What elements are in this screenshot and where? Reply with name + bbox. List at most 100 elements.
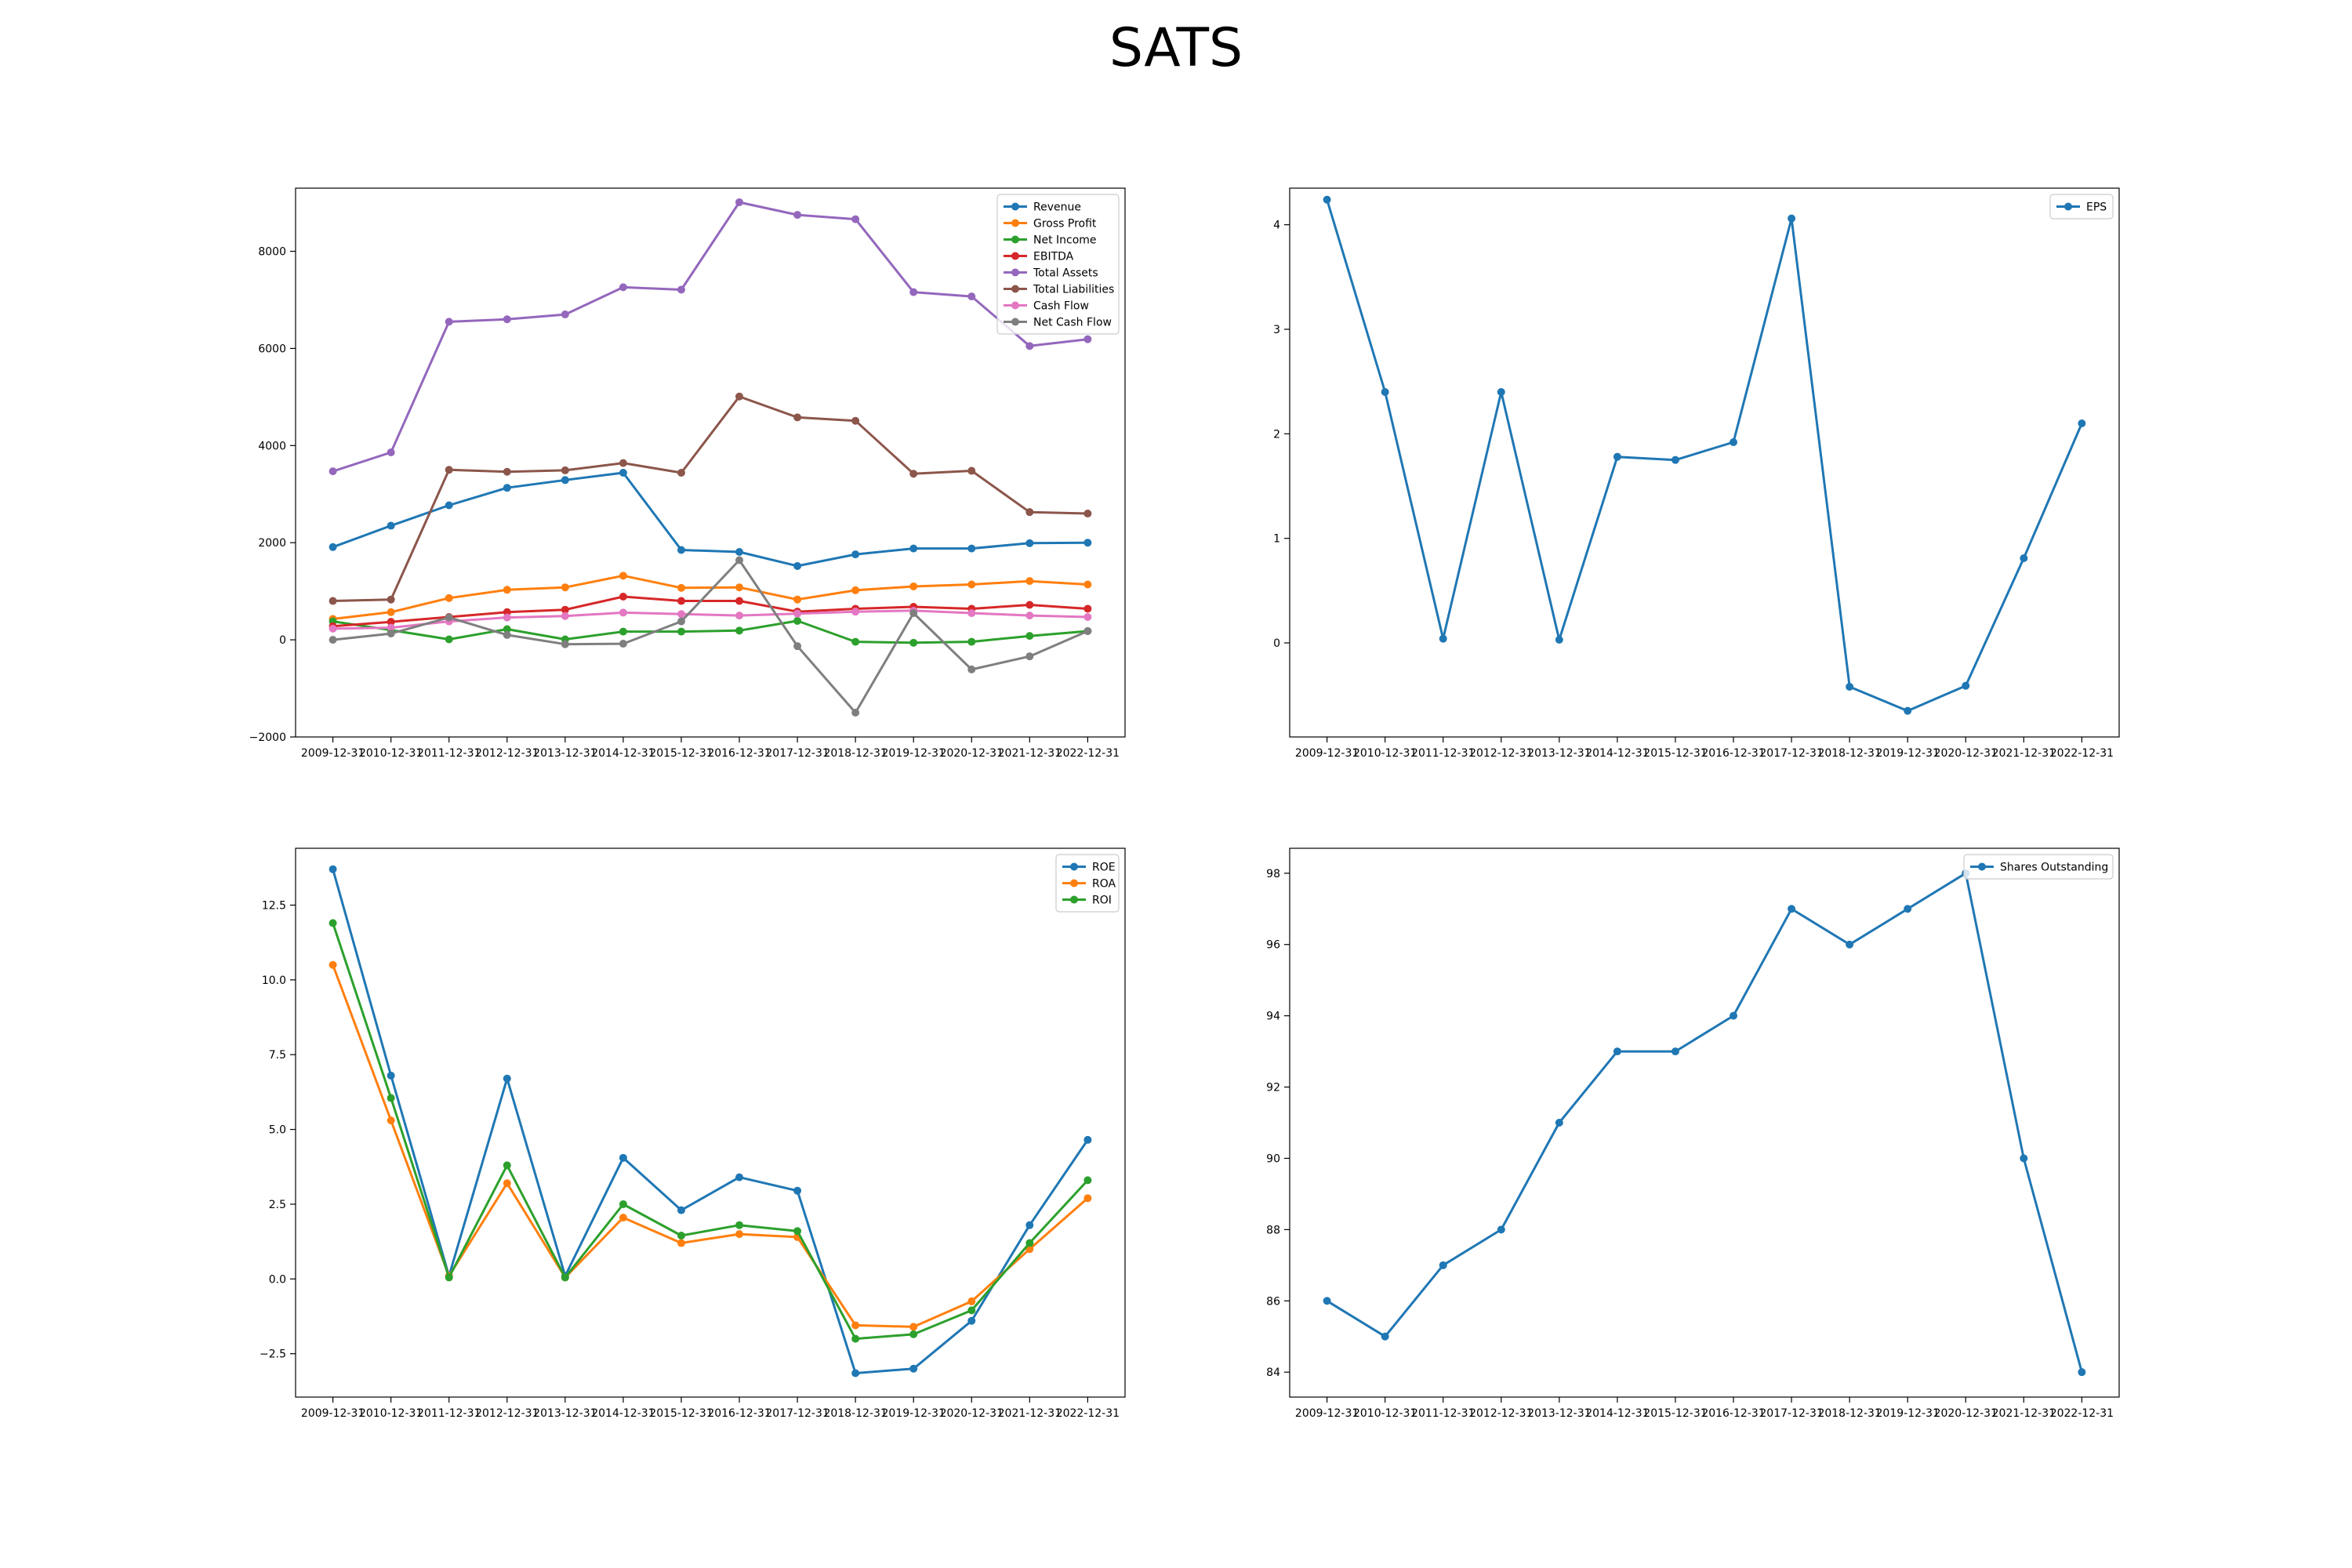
data-point	[619, 572, 627, 580]
data-point	[851, 1321, 860, 1330]
data-point	[967, 1297, 976, 1305]
x-tick-label: 2011-12-31	[1411, 747, 1475, 760]
data-point	[1846, 940, 1854, 949]
legend-marker	[2064, 202, 2072, 211]
data-point	[793, 595, 802, 604]
data-point	[909, 1323, 918, 1331]
data-point	[1025, 539, 1034, 547]
x-tick-label: 2014-12-31	[1585, 747, 1649, 760]
x-tick-label: 2021-12-31	[1992, 747, 2056, 760]
data-point	[1555, 1119, 1563, 1127]
legend-marker	[1011, 219, 1019, 227]
data-point	[1671, 456, 1679, 464]
data-point	[1613, 452, 1621, 461]
data-point	[445, 501, 453, 510]
data-point	[967, 580, 976, 589]
chart-1: −2000 0 2000 4000 6000 8000 2009-12-312010-12-…	[249, 187, 1126, 760]
y-tick-label: 2000	[258, 537, 286, 550]
legend: ROE ROA ROI	[1055, 854, 1120, 913]
legend-label: Total Assets	[1033, 267, 1098, 280]
x-tick-label: 2020-12-31	[1934, 1407, 1998, 1420]
data-point	[909, 609, 918, 618]
data-point	[1555, 636, 1563, 644]
data-point	[1083, 539, 1092, 547]
series-line	[332, 559, 1088, 714]
data-point	[619, 627, 627, 636]
legend-label: ROE	[1092, 862, 1116, 874]
data-point	[735, 1221, 744, 1229]
y-tick-label: 5.0	[269, 1124, 286, 1137]
data-point	[619, 1200, 627, 1208]
y-tick-label: 6000	[258, 343, 286, 355]
data-point	[909, 1364, 918, 1373]
y-tick-label: 0	[1273, 637, 1280, 650]
data-point	[1025, 508, 1034, 517]
x-tick-label: 2016-12-31	[707, 1407, 771, 1420]
x-tick-label: 2009-12-31	[301, 1407, 365, 1420]
data-point	[851, 1334, 860, 1343]
y-tick-label: 3	[1273, 324, 1280, 336]
y-tick-label: 2	[1273, 428, 1280, 441]
data-point	[619, 592, 627, 601]
data-point	[735, 583, 744, 592]
data-point	[2078, 419, 2086, 427]
y-tick-label: 0.0	[269, 1273, 286, 1286]
x-tick-label: 2022-12-31	[1056, 1407, 1120, 1420]
x-tick-label: 2019-12-31	[882, 747, 946, 760]
y-tick-label: 7.5	[269, 1049, 286, 1062]
data-point	[677, 1239, 685, 1247]
legend-marker	[1070, 895, 1078, 904]
legend-box	[996, 194, 1120, 335]
x-tick-label: 2021-12-31	[998, 747, 1062, 760]
data-point	[619, 1214, 627, 1222]
plot-frame	[1289, 187, 2120, 738]
data-point	[1323, 1297, 1331, 1305]
legend-label: EBITDA	[1033, 251, 1074, 263]
data-point	[1788, 214, 1796, 223]
data-point	[561, 466, 569, 474]
data-point	[909, 638, 918, 647]
data-point	[909, 1330, 918, 1338]
data-point	[561, 605, 569, 614]
data-point	[909, 288, 918, 296]
data-point	[1025, 632, 1034, 641]
legend-label: Net Cash Flow	[1033, 317, 1112, 329]
data-point	[328, 597, 337, 605]
data-point	[851, 550, 860, 559]
series-line	[332, 395, 1088, 602]
data-point	[677, 597, 685, 605]
data-point	[387, 618, 395, 626]
data-point	[445, 635, 453, 644]
x-tick-label: 2021-12-31	[1992, 1407, 2056, 1420]
data-point	[909, 544, 918, 553]
plot-frame	[295, 848, 1126, 1398]
y-tick-label: 0	[279, 634, 286, 647]
legend-label: Cash Flow	[1033, 300, 1089, 313]
data-point	[619, 459, 627, 467]
data-point	[851, 586, 860, 594]
x-tick-label: 2011-12-31	[1411, 1407, 1475, 1420]
x-tick-label: 2013-12-31	[533, 747, 597, 760]
data-point	[851, 709, 860, 717]
data-point	[445, 613, 453, 622]
series-line	[332, 574, 1088, 620]
figure-title: SATS	[1109, 17, 1243, 79]
y-tick-label: 94	[1266, 1011, 1280, 1023]
data-point	[387, 630, 395, 638]
data-point	[1730, 1011, 1738, 1020]
data-point	[967, 665, 976, 673]
data-point	[967, 292, 976, 301]
y-tick-label: 86	[1266, 1295, 1280, 1308]
legend-label: Net Income	[1033, 234, 1097, 247]
data-point	[677, 469, 685, 477]
data-point	[735, 547, 744, 556]
data-point	[1025, 577, 1034, 586]
data-point	[1083, 1176, 1092, 1185]
y-tick-label: 96	[1266, 939, 1280, 952]
data-point	[677, 546, 685, 554]
data-point	[328, 960, 337, 969]
x-tick-label: 2014-12-31	[591, 747, 655, 760]
data-point	[503, 484, 511, 492]
